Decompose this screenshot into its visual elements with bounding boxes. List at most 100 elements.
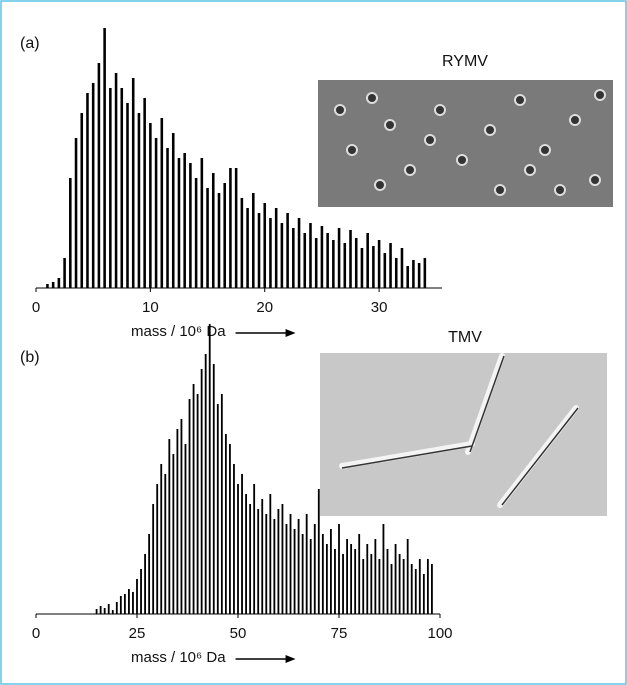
bar (131, 78, 135, 288)
bar (216, 404, 219, 614)
bar (354, 238, 358, 288)
bar (188, 399, 191, 614)
bar (194, 178, 198, 288)
bar (269, 218, 272, 288)
bar (160, 464, 163, 614)
bar (370, 554, 373, 614)
bar (115, 602, 118, 614)
bar (132, 592, 134, 614)
bar (120, 88, 124, 288)
image-bg (320, 353, 607, 516)
bar (390, 564, 393, 614)
bar (418, 559, 421, 614)
bar (111, 610, 114, 614)
bar (107, 604, 110, 614)
bar (366, 544, 369, 614)
bar (208, 324, 211, 614)
bar (398, 554, 401, 614)
bar (410, 564, 413, 614)
bar (86, 93, 89, 288)
bar (74, 138, 78, 288)
bar (277, 509, 280, 614)
arrow-head (285, 329, 296, 337)
bar (358, 534, 361, 614)
bar (314, 238, 318, 288)
bar (152, 504, 155, 614)
bar (95, 609, 98, 614)
bar (171, 133, 175, 288)
bar (321, 534, 324, 614)
bar (423, 258, 427, 288)
bar (176, 429, 179, 614)
bar (406, 539, 409, 614)
bar (69, 178, 72, 288)
bar (160, 118, 164, 288)
bar (273, 519, 276, 614)
bar (192, 384, 195, 614)
bar (292, 228, 295, 288)
image-label: TMV (448, 329, 482, 346)
x-axis-label: mass / 10⁶ Da (131, 649, 226, 666)
bar (136, 579, 138, 614)
x-tick-label: 0 (32, 625, 40, 642)
bar (123, 594, 126, 614)
bar (91, 83, 95, 288)
bar (297, 519, 300, 614)
bar (97, 63, 101, 288)
image-label: RYMV (442, 53, 488, 70)
bar (103, 608, 106, 614)
bar (289, 514, 292, 614)
bar (269, 494, 272, 614)
bar (383, 253, 387, 288)
bar (426, 559, 429, 614)
bar (46, 284, 49, 288)
bar (148, 534, 151, 614)
bar (263, 203, 267, 288)
bar (252, 193, 255, 288)
bar (177, 158, 181, 288)
bar (140, 569, 142, 614)
bar (285, 524, 288, 614)
bar (402, 559, 405, 614)
bar (184, 444, 187, 614)
bar (412, 260, 415, 288)
bar (103, 28, 106, 288)
bar (326, 233, 329, 288)
bar (280, 223, 284, 288)
bar (229, 444, 231, 614)
bar (303, 233, 307, 288)
bar (377, 240, 381, 288)
bar (200, 369, 203, 614)
bar (204, 354, 207, 614)
bar (144, 554, 146, 614)
bar (240, 198, 244, 288)
bar (164, 474, 167, 614)
bar (372, 246, 375, 288)
bar (224, 434, 227, 614)
bar (63, 258, 66, 288)
x-tick-label: 10 (142, 299, 159, 316)
bar (286, 213, 289, 288)
x-tick-label: 50 (230, 625, 247, 642)
bar (126, 103, 129, 288)
bar (261, 499, 264, 614)
bar (343, 243, 347, 288)
bar (281, 504, 284, 614)
bar (220, 394, 223, 614)
x-tick-label: 25 (129, 625, 146, 642)
bar (378, 559, 381, 614)
bar (156, 484, 159, 614)
bar (217, 193, 221, 288)
bar (417, 263, 421, 288)
bar (265, 514, 268, 614)
bar (389, 243, 392, 288)
bar (400, 248, 404, 288)
bar (245, 494, 247, 614)
bar (257, 213, 261, 288)
bar (301, 534, 304, 614)
bar (196, 394, 199, 614)
bar (349, 230, 352, 288)
bar (366, 233, 369, 288)
bar (180, 419, 183, 614)
